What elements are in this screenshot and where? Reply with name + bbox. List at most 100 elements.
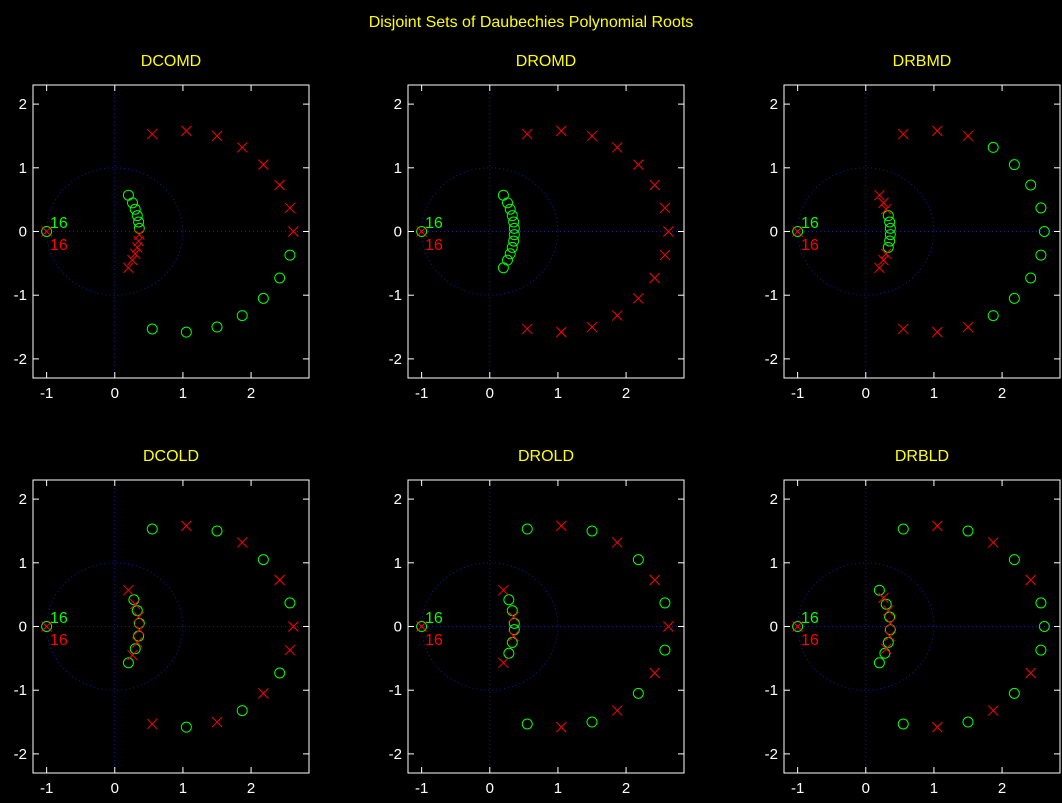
plot-area — [408, 85, 684, 378]
plot-area — [784, 85, 1060, 378]
cross-marker — [662, 226, 674, 237]
y-tick-label: -1 — [14, 287, 27, 304]
circle-marker — [1038, 226, 1050, 237]
figure-title: Disjoint Sets of Daubechies Polynomial R… — [369, 14, 694, 31]
count-label: 16 — [425, 237, 443, 254]
y-tick-label: 1 — [19, 555, 27, 572]
guide-lines — [784, 480, 1060, 773]
cross-marker — [897, 323, 909, 335]
cross-marker — [133, 624, 145, 636]
cross-marker — [521, 323, 533, 335]
guide-lines — [784, 85, 1060, 378]
x-tick-label: 2 — [247, 780, 255, 797]
y-tick-label: 1 — [394, 160, 402, 177]
x-tick-label: 1 — [179, 780, 187, 797]
series-crosses — [416, 520, 674, 733]
cross-marker — [555, 125, 567, 137]
circle-marker — [133, 216, 145, 228]
count-label: 16 — [50, 632, 68, 649]
y-tick-label: -1 — [389, 682, 402, 699]
plot-area — [33, 85, 309, 378]
circle-marker — [416, 621, 428, 632]
cross-marker — [931, 326, 943, 338]
circle-marker — [1035, 249, 1047, 261]
circle-marker — [632, 687, 644, 699]
cross-marker — [416, 226, 427, 237]
subplot-grid: 16 16 -1 0 1 2 -2 -1 0 1 2 DCOMD 16 16 -1 0 1 2 -2 -1 0 1 2 DRO… — [14, 53, 1061, 797]
cross-marker — [123, 584, 134, 596]
x-tick-label: 2 — [622, 780, 630, 797]
subplot-4: 16 16 -1 0 1 2 -2 -1 0 1 2 DCOLD — [14, 448, 310, 797]
x-tick-label: 0 — [111, 385, 119, 402]
cross-marker — [274, 179, 286, 191]
cross-marker — [611, 142, 623, 153]
unit-circle — [46, 562, 184, 691]
cross-marker — [129, 248, 141, 260]
x-tick-label: 0 — [486, 780, 494, 797]
x-tick-label: -1 — [791, 780, 804, 797]
plot-area — [408, 480, 684, 773]
count-label: 16 — [50, 237, 68, 254]
x-tick-label: -1 — [40, 780, 53, 797]
circle-marker — [257, 292, 269, 304]
y-tick-label: -2 — [389, 351, 402, 368]
circle-marker — [508, 235, 520, 247]
circle-marker — [128, 594, 140, 606]
cross-marker — [498, 584, 509, 596]
cross-marker — [555, 520, 567, 532]
count-label: 16 — [801, 632, 819, 649]
circle-marker — [508, 222, 520, 234]
circle-marker — [1008, 159, 1020, 171]
cross-marker — [236, 537, 248, 548]
circle-marker — [884, 216, 896, 228]
cross-marker — [211, 130, 223, 142]
x-tick-label: 0 — [862, 385, 870, 402]
cross-marker — [611, 537, 623, 548]
circle-marker — [1025, 272, 1037, 284]
cross-marker — [508, 630, 519, 642]
x-tick-label: -1 — [40, 385, 53, 402]
y-tick-label: -1 — [14, 682, 27, 699]
cross-marker — [987, 537, 999, 548]
x-tick-label: -1 — [791, 385, 804, 402]
circle-marker — [146, 323, 158, 335]
count-label: 16 — [801, 237, 819, 254]
x-tick-label: 1 — [554, 780, 562, 797]
series-crosses — [792, 520, 1037, 733]
circle-marker — [792, 226, 804, 237]
cross-marker — [659, 249, 671, 261]
subplot-title: DROMD — [516, 53, 576, 70]
circle-marker — [131, 210, 143, 222]
circle-marker — [659, 597, 671, 609]
count-label: 16 — [50, 215, 68, 232]
circle-marker — [884, 222, 896, 234]
circle-marker — [284, 249, 296, 261]
circle-marker — [504, 248, 516, 260]
cross-marker — [649, 179, 661, 191]
subplot-3: 16 16 -1 0 1 2 -2 -1 0 1 2 DRBMD — [765, 53, 1061, 402]
y-tick-label: -2 — [389, 746, 402, 763]
circle-marker — [274, 667, 286, 679]
subplot-title: DCOLD — [143, 448, 199, 465]
cross-marker — [131, 242, 143, 253]
subplot-6: 16 16 -1 0 1 2 -2 -1 0 1 2 DRBLD — [765, 448, 1061, 797]
unit-circle — [421, 562, 559, 691]
series-crosses — [41, 125, 299, 274]
cross-marker — [649, 667, 661, 679]
unit-circle — [797, 167, 935, 296]
series-zeros — [41, 523, 296, 733]
circle-marker — [521, 718, 533, 730]
y-tick-label: -2 — [14, 351, 27, 368]
y-tick-label: 0 — [19, 224, 27, 241]
unit-circle — [46, 167, 184, 296]
cross-marker — [874, 262, 885, 274]
x-tick-label: 1 — [930, 385, 938, 402]
cross-marker — [284, 644, 296, 656]
x-tick-label: 1 — [554, 385, 562, 402]
cross-marker — [236, 142, 248, 153]
cross-marker — [129, 598, 141, 610]
cross-marker — [931, 125, 943, 137]
circle-marker — [497, 262, 509, 274]
subplot-5: 16 16 -1 0 1 2 -2 -1 0 1 2 DROLD — [389, 448, 685, 797]
circle-marker — [274, 272, 286, 284]
